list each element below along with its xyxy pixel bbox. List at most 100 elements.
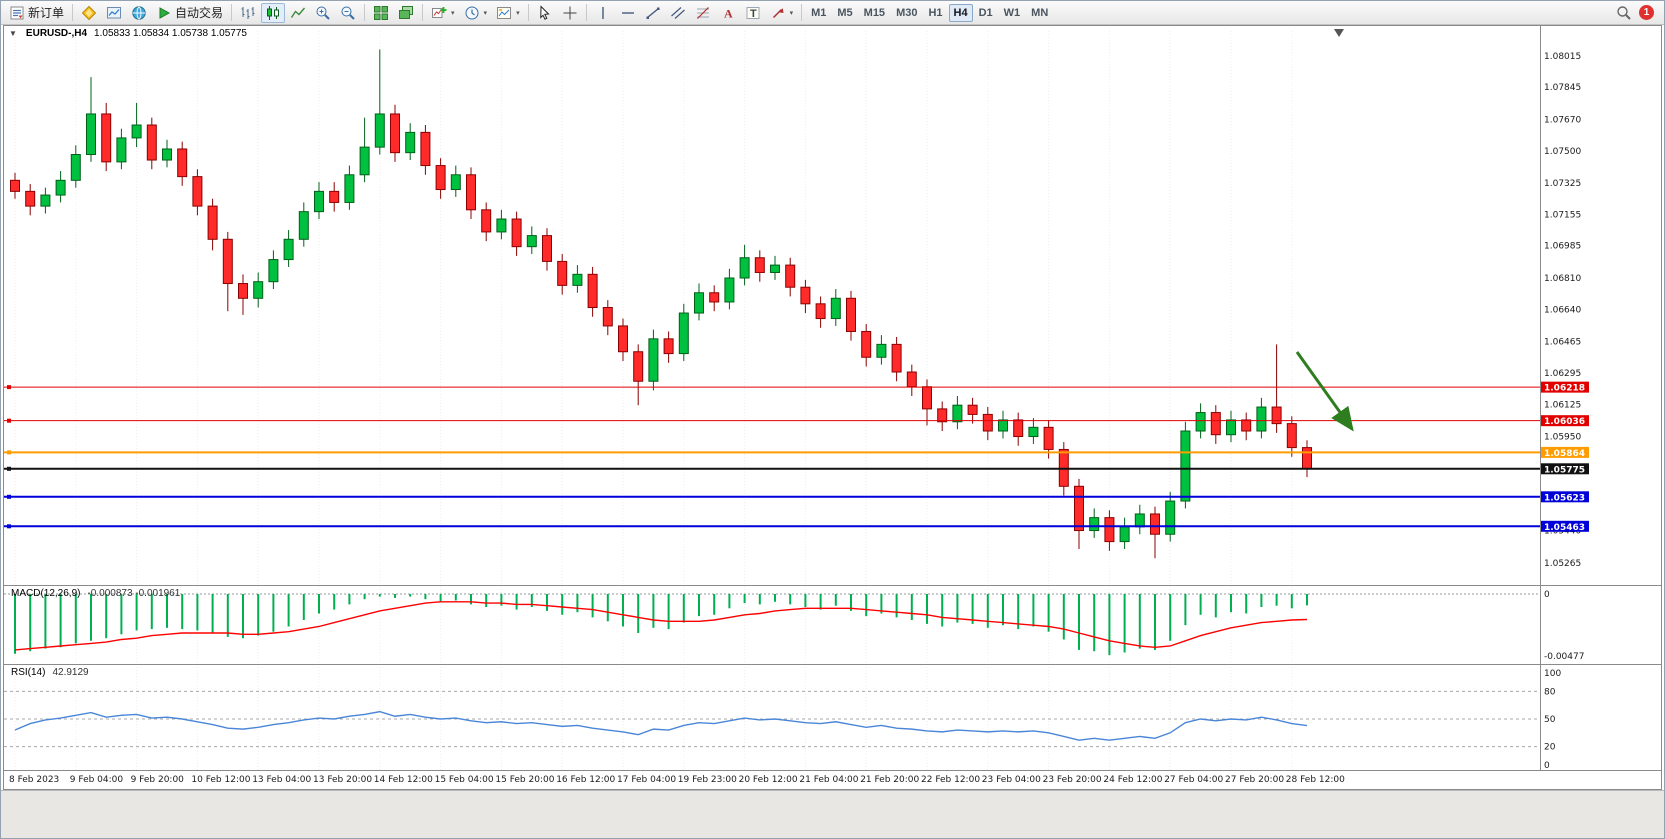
auto-trading-button[interactable]: 自动交易 — [152, 3, 227, 23]
svg-text:19 Feb 23:00: 19 Feb 23:00 — [678, 775, 737, 785]
timeframe-button-h1[interactable]: H1 — [923, 4, 947, 22]
cascade-windows-button[interactable] — [394, 3, 418, 23]
crosshair-button[interactable] — [558, 3, 582, 23]
chart-area[interactable]: 1.08015 1.07845 1.07670 1.07500 1.07325 1.071… — [3, 25, 1662, 790]
text-tool-icon: A — [724, 6, 733, 20]
svg-text:23 Feb 20:00: 23 Feb 20:00 — [1043, 775, 1102, 785]
svg-text:0: 0 — [1544, 761, 1550, 771]
svg-text:1.05864: 1.05864 — [1544, 449, 1585, 459]
bar-chart-icon — [241, 6, 255, 19]
svg-text:20 Feb 12:00: 20 Feb 12:00 — [739, 775, 798, 785]
chart-shift-marker[interactable] — [1334, 29, 1344, 37]
macd-plot — [4, 593, 1540, 656]
cursor-button[interactable] — [533, 3, 557, 23]
zoom-out-button[interactable] — [336, 3, 360, 23]
cursor-icon — [539, 4, 550, 20]
svg-text:1.07845: 1.07845 — [1544, 83, 1581, 93]
timeframe-button-m15[interactable]: M15 — [859, 4, 890, 22]
zoom-out-icon — [341, 6, 355, 20]
crosshair-icon — [563, 6, 577, 19]
svg-text:21 Feb 20:00: 21 Feb 20:00 — [860, 775, 919, 785]
svg-text:1.06295: 1.06295 — [1544, 369, 1581, 379]
rsi-value: 42.9129 — [52, 667, 89, 678]
svg-text:1.07500: 1.07500 — [1544, 147, 1581, 157]
svg-text:50: 50 — [1544, 715, 1556, 725]
svg-text:17 Feb 04:00: 17 Feb 04:00 — [617, 775, 676, 785]
svg-text:21 Feb 04:00: 21 Feb 04:00 — [799, 775, 858, 785]
vertical-line-tool-button[interactable] — [591, 3, 615, 23]
toolbar-separator — [527, 4, 529, 21]
tile-windows-icon — [374, 5, 389, 20]
zoom-in-icon — [316, 6, 330, 20]
svg-text:15 Feb 04:00: 15 Feb 04:00 — [435, 775, 494, 785]
macd-header: MACD(12,26,9) -0.000873 -0.001961 — [11, 588, 180, 599]
timeframe-button-w1[interactable]: W1 — [999, 4, 1026, 22]
search-icon[interactable] — [1616, 5, 1632, 21]
cascade-windows-icon — [399, 5, 414, 19]
timeframe-button-d1[interactable]: D1 — [974, 4, 998, 22]
trend-arrow-annotation[interactable] — [1295, 351, 1354, 432]
svg-text:13 Feb 20:00: 13 Feb 20:00 — [313, 775, 372, 785]
svg-text:8 Feb 2023: 8 Feb 2023 — [9, 775, 59, 785]
candlestick-chart-button[interactable] — [261, 2, 286, 23]
timeframe-button-h4[interactable]: H4 — [948, 3, 973, 22]
symbol-label: EURUSD-,H4 — [25, 28, 88, 39]
line-chart-button[interactable] — [286, 3, 310, 23]
tile-windows-button[interactable] — [369, 3, 393, 23]
community-button[interactable] — [127, 3, 151, 23]
timeframe-button-m5[interactable]: M5 — [832, 4, 857, 22]
candlestick-chart-icon — [267, 5, 280, 20]
fibonacci-icon — [696, 6, 709, 19]
market-button[interactable] — [77, 3, 101, 23]
rsi-line — [14, 710, 1308, 741]
toolbar-separator — [72, 4, 74, 21]
svg-text:1.07325: 1.07325 — [1544, 179, 1581, 189]
bar-chart-button[interactable] — [236, 3, 260, 23]
svg-text:14 Feb 12:00: 14 Feb 12:00 — [374, 775, 433, 785]
one-click-collapse-arrow[interactable]: ▼ — [9, 29, 17, 38]
play-icon — [159, 6, 171, 19]
svg-text:20: 20 — [1544, 743, 1556, 753]
svg-text:9 Feb 04:00: 9 Feb 04:00 — [70, 775, 124, 785]
profile-button[interactable] — [102, 3, 126, 23]
dropdown-arrow-icon: ▾ — [516, 9, 520, 17]
svg-text:1.06465: 1.06465 — [1544, 338, 1581, 348]
zoom-in-button[interactable] — [311, 3, 335, 23]
fibonacci-tool-button[interactable] — [691, 3, 715, 23]
svg-text:10 Feb 12:00: 10 Feb 12:00 — [191, 775, 250, 785]
svg-text:1.06036: 1.06036 — [1544, 417, 1585, 427]
price-tags: 1.06218 1.06036 1.05864 1.05775 1.05623 1.054… — [1541, 381, 1589, 533]
timeframe-button-m30[interactable]: M30 — [891, 4, 922, 22]
chart-canvas[interactable]: 1.08015 1.07845 1.07670 1.07500 1.07325 1.071… — [3, 25, 1662, 790]
horizontal-lines[interactable] — [4, 385, 1540, 529]
new-order-icon — [10, 6, 24, 19]
svg-text:1.05775: 1.05775 — [1544, 465, 1585, 475]
indicators-button[interactable]: ▾ — [427, 3, 459, 23]
svg-text:15 Feb 20:00: 15 Feb 20:00 — [495, 775, 554, 785]
line-chart-icon — [290, 7, 306, 18]
svg-text:-0.00477: -0.00477 — [1544, 652, 1584, 662]
timeframe-button-m1[interactable]: M1 — [806, 4, 831, 22]
new-order-button[interactable]: 新订单 — [5, 3, 68, 23]
toolbar: 新订单 自动交易 — [1, 1, 1664, 25]
horizontal-line-tool-button[interactable] — [616, 3, 640, 23]
profile-icon — [107, 6, 122, 18]
svg-text:13 Feb 04:00: 13 Feb 04:00 — [252, 775, 311, 785]
clock-icon — [465, 6, 479, 19]
label-tool-icon: T — [746, 6, 760, 20]
arrows-tool-button[interactable]: ▾ — [766, 3, 798, 23]
svg-text:27 Feb 20:00: 27 Feb 20:00 — [1225, 775, 1284, 785]
notification-badge[interactable]: 1 — [1639, 5, 1654, 20]
periods-button[interactable]: ▾ — [460, 3, 492, 23]
timeframe-button-mn[interactable]: MN — [1026, 4, 1053, 22]
svg-text:1.06640: 1.06640 — [1544, 305, 1581, 315]
trendline-tool-button[interactable] — [641, 3, 665, 23]
channel-tool-button[interactable] — [666, 3, 690, 23]
text-tool-button[interactable]: A — [716, 3, 740, 23]
dropdown-arrow-icon: ▾ — [483, 9, 488, 17]
label-tool-button[interactable]: T — [741, 3, 765, 23]
dropdown-arrow-icon: ▾ — [789, 9, 794, 17]
templates-button[interactable]: ▾ — [492, 3, 524, 23]
vertical-line-icon — [601, 6, 604, 19]
